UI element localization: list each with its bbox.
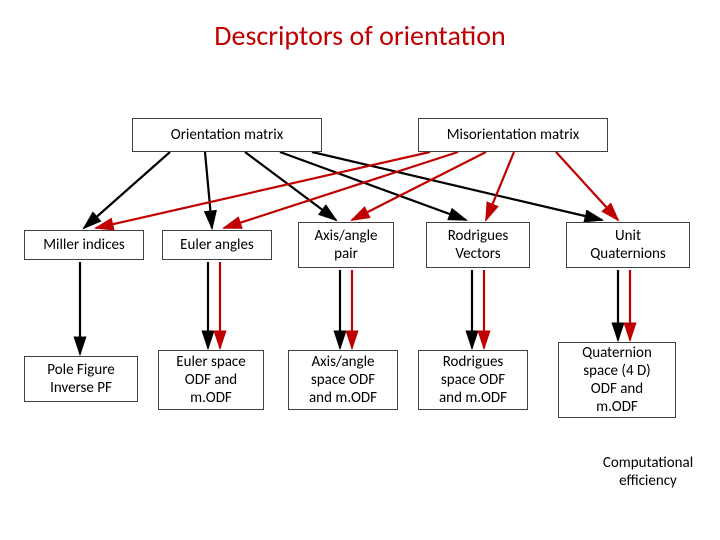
box-pole-figure: Pole FigureInverse PF xyxy=(24,356,138,402)
label: Rodriguesspace ODFand m.ODF xyxy=(439,353,507,407)
label: Euler spaceODF andm.ODF xyxy=(176,353,245,407)
footnote: Computationalefficiency xyxy=(588,454,708,490)
box-euler-space: Euler spaceODF andm.ODF xyxy=(158,350,264,410)
label: Axis/anglespace ODFand m.ODF xyxy=(309,353,377,407)
label: RodriguesVectors xyxy=(448,227,509,263)
box-axis-space: Axis/anglespace ODFand m.ODF xyxy=(288,350,398,410)
box-quaternion: UnitQuaternions xyxy=(566,222,690,268)
arrow xyxy=(280,152,466,220)
box-euler: Euler angles xyxy=(162,230,272,260)
label: UnitQuaternions xyxy=(590,227,666,263)
label: Miller indices xyxy=(43,236,125,254)
box-orientation-matrix: Orientation matrix xyxy=(132,118,322,152)
box-rodrigues-space: Rodriguesspace ODFand m.ODF xyxy=(418,350,528,410)
box-miller: Miller indices xyxy=(24,230,144,260)
box-rodrigues: RodriguesVectors xyxy=(426,222,530,268)
arrow xyxy=(96,152,430,228)
label: Axis/anglepair xyxy=(314,227,377,263)
footnote-text: Computationalefficiency xyxy=(603,454,693,490)
slide-title: Descriptors of orientation xyxy=(0,18,720,53)
arrow xyxy=(84,152,170,228)
box-misorientation-matrix: Misorientation matrix xyxy=(418,118,608,152)
label: Quaternionspace (4 D)ODF andm.ODF xyxy=(582,344,652,416)
arrow xyxy=(556,152,618,220)
arrow xyxy=(312,152,602,220)
box-quaternion-space: Quaternionspace (4 D)ODF andm.ODF xyxy=(558,342,676,418)
label: Euler angles xyxy=(180,236,254,254)
box-axis-angle: Axis/anglepair xyxy=(298,222,394,268)
arrow xyxy=(352,152,486,220)
arrow xyxy=(205,152,212,228)
label: Pole FigureInverse PF xyxy=(47,361,114,397)
label: Misorientation matrix xyxy=(447,126,580,144)
arrow xyxy=(224,152,458,228)
arrow xyxy=(245,152,336,220)
label: Orientation matrix xyxy=(171,126,283,144)
arrow xyxy=(486,152,514,220)
